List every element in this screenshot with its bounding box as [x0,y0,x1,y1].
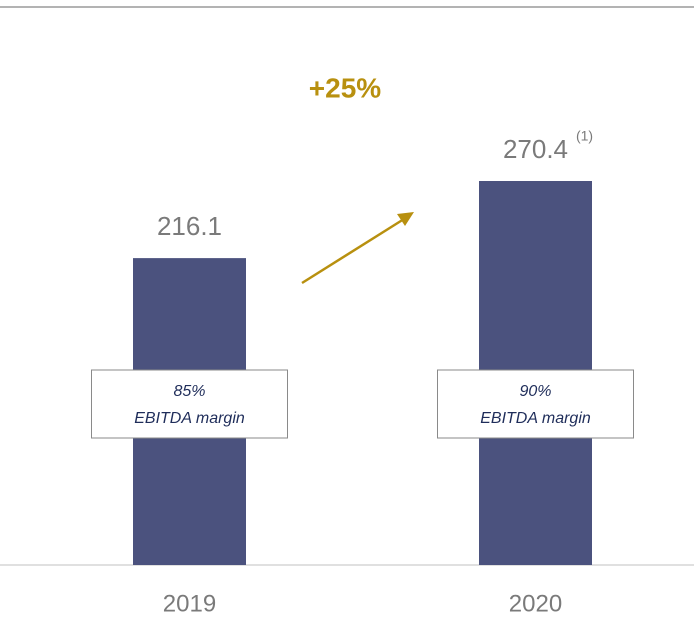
x-tick-label: 2019 [163,590,216,617]
growth-label: +25% [309,72,381,103]
value-label: 270.4 [503,134,568,164]
margin-percent: 90% [519,383,551,400]
growth-arrow [301,212,414,285]
footnote-mark: (1) [576,128,593,144]
margin-percent: 85% [173,383,205,400]
value-label: 216.1 [157,211,222,241]
margin-label: EBITDA margin [480,410,591,427]
margin-label: EBITDA margin [134,410,245,427]
margin-box [91,369,288,439]
margin-box [437,369,634,439]
x-tick-label: 2020 [509,590,562,617]
